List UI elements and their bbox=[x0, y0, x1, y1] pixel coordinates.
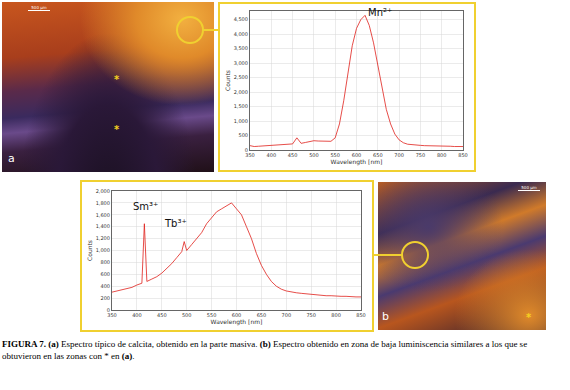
svg-text:650: 650 bbox=[373, 152, 383, 158]
svg-text:600: 600 bbox=[232, 312, 242, 318]
svg-text:Wavelength [nm]: Wavelength [nm] bbox=[211, 318, 263, 326]
svg-text:500: 500 bbox=[182, 312, 192, 318]
svg-text:0: 0 bbox=[245, 147, 248, 153]
svg-text:700: 700 bbox=[282, 312, 292, 318]
svg-text:1,000: 1,000 bbox=[96, 247, 110, 253]
svg-text:2,500: 2,500 bbox=[234, 74, 248, 80]
svg-text:450: 450 bbox=[157, 312, 167, 318]
svg-text:850: 850 bbox=[458, 152, 468, 158]
svg-text:400: 400 bbox=[132, 312, 142, 318]
svg-text:650: 650 bbox=[257, 312, 267, 318]
svg-text:450: 450 bbox=[288, 152, 298, 158]
svg-text:Tb³⁺: Tb³⁺ bbox=[164, 218, 187, 229]
svg-text:Mn²⁺: Mn²⁺ bbox=[368, 7, 392, 18]
svg-text:600: 600 bbox=[352, 152, 362, 158]
svg-text:350: 350 bbox=[245, 152, 255, 158]
html-text:FIGURA 7. (a) Espectro típico: FIGURA 7. (a) Espectro típico de calcita… bbox=[2, 339, 528, 361]
html-text:b: b bbox=[382, 310, 389, 323]
svg-text:1,200: 1,200 bbox=[96, 235, 110, 241]
svg-text:400: 400 bbox=[267, 152, 277, 158]
svg-text:1,500: 1,500 bbox=[234, 103, 248, 109]
svg-text:750: 750 bbox=[416, 152, 426, 158]
svg-text:1,400: 1,400 bbox=[96, 223, 110, 229]
svg-text:200: 200 bbox=[100, 295, 110, 301]
svg-text:700: 700 bbox=[394, 152, 404, 158]
svg-text:Counts: Counts bbox=[224, 70, 231, 91]
svg-text:500: 500 bbox=[309, 152, 319, 158]
svg-text:850: 850 bbox=[356, 312, 366, 318]
html-text:500 µm: 500 µm bbox=[521, 185, 537, 190]
svg-text:800: 800 bbox=[437, 152, 447, 158]
svg-text:3,500: 3,500 bbox=[234, 45, 248, 51]
svg-text:1,600: 1,600 bbox=[96, 212, 110, 218]
svg-text:2,000: 2,000 bbox=[96, 188, 110, 194]
svg-text:0: 0 bbox=[107, 307, 110, 313]
svg-text:550: 550 bbox=[330, 152, 340, 158]
svg-text:800: 800 bbox=[331, 312, 341, 318]
svg-text:3,000: 3,000 bbox=[234, 60, 248, 66]
svg-text:Wavelength [nm]: Wavelength [nm] bbox=[331, 158, 383, 166]
svg-text:800: 800 bbox=[100, 259, 110, 265]
svg-text:2,000: 2,000 bbox=[234, 89, 248, 95]
html-text:500 µm: 500 µm bbox=[31, 5, 47, 10]
svg-text:1,800: 1,800 bbox=[96, 200, 110, 206]
svg-text:600: 600 bbox=[100, 271, 110, 277]
svg-text:500: 500 bbox=[238, 132, 248, 138]
svg-text:Counts: Counts bbox=[86, 240, 93, 261]
html-text:a: a bbox=[8, 152, 15, 165]
svg-text:1,000: 1,000 bbox=[234, 118, 248, 124]
svg-text:4,500: 4,500 bbox=[234, 16, 248, 22]
svg-text:550: 550 bbox=[207, 312, 217, 318]
svg-text:400: 400 bbox=[100, 283, 110, 289]
svg-text:750: 750 bbox=[306, 312, 316, 318]
svg-text:350: 350 bbox=[107, 312, 117, 318]
svg-text:Sm³⁺: Sm³⁺ bbox=[133, 201, 158, 212]
svg-text:4,000: 4,000 bbox=[234, 31, 248, 37]
